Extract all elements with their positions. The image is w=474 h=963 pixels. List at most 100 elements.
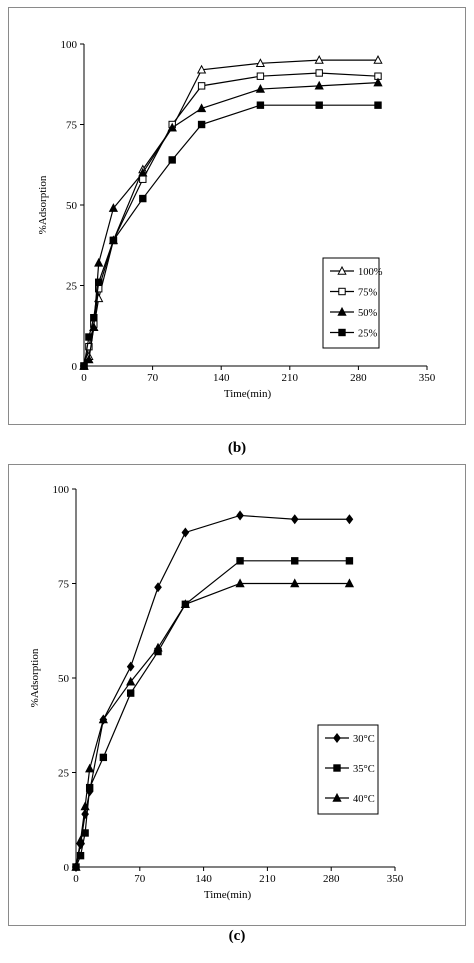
data-point	[291, 557, 299, 565]
data-point	[256, 101, 265, 109]
data-point	[196, 103, 207, 113]
data-point	[85, 783, 94, 792]
data-point	[256, 72, 265, 80]
data-point	[314, 55, 324, 64]
data-point	[85, 333, 93, 341]
x-tick-label: 280	[323, 873, 340, 885]
data-point	[138, 167, 148, 177]
data-point	[345, 514, 354, 525]
data-point	[75, 835, 86, 845]
data-point	[314, 80, 324, 90]
y-tick-label: 25	[58, 768, 70, 780]
x-tick-label: 210	[282, 372, 299, 384]
y-tick-label: 0	[72, 361, 78, 373]
legend-label: 100%	[358, 267, 383, 278]
legend-marker	[333, 764, 341, 772]
data-point	[84, 354, 94, 364]
legend-label: 40°C	[353, 794, 375, 805]
data-point	[126, 676, 136, 686]
legend-label: 35°C	[353, 764, 375, 775]
y-axis-title: %Adsorption	[37, 175, 49, 234]
y-tick-label: 50	[66, 200, 78, 212]
data-point	[126, 689, 135, 697]
legend-marker	[333, 732, 341, 744]
data-point	[80, 801, 90, 811]
data-point	[373, 55, 383, 64]
y-tick-label: 75	[66, 120, 78, 132]
data-point	[109, 236, 118, 245]
legend-entry: 30°C	[325, 732, 375, 745]
legend-entry: 100%	[330, 265, 383, 278]
legend-marker	[338, 328, 346, 337]
legend-entry: 75%	[330, 288, 378, 299]
data-point	[345, 557, 354, 565]
legend-label: 75%	[358, 288, 378, 299]
data-point	[154, 582, 162, 593]
legend-entry: 40°C	[325, 792, 375, 805]
legend-marker	[332, 792, 342, 802]
data-point	[168, 156, 176, 164]
data-point	[255, 84, 266, 93]
series-line	[75, 514, 350, 868]
data-point	[85, 342, 93, 351]
data-point	[126, 661, 135, 672]
y-tick-label: 75	[58, 579, 70, 591]
data-point	[236, 510, 244, 521]
x-tick-label: 70	[134, 873, 146, 885]
data-point	[85, 763, 95, 773]
data-point	[290, 514, 299, 525]
data-point	[373, 77, 383, 87]
panel-label-c: (c)	[228, 928, 246, 944]
data-point	[81, 829, 89, 837]
data-point	[167, 122, 177, 132]
data-point	[95, 278, 103, 286]
data-point	[344, 578, 355, 588]
x-tick-label: 0	[73, 873, 79, 885]
legend-box	[317, 724, 379, 815]
data-point	[181, 527, 190, 538]
data-point	[290, 578, 300, 588]
y-tick-label: 25	[66, 281, 78, 293]
series-2	[71, 578, 355, 871]
series-0	[72, 510, 354, 873]
y-tick-label: 0	[64, 862, 70, 874]
legend-entry: 35°C	[325, 764, 375, 775]
data-point	[236, 557, 244, 565]
x-tick-label: 140	[213, 372, 230, 384]
data-point	[139, 194, 147, 203]
data-point	[153, 642, 163, 652]
series-1	[72, 557, 354, 871]
legend-marker	[337, 306, 347, 316]
data-point	[315, 69, 323, 77]
x-tick-label: 0	[81, 372, 87, 384]
x-tick-label: 350	[419, 372, 436, 384]
x-tick-label: 70	[147, 372, 159, 384]
legend-label: 50%	[358, 308, 378, 319]
data-point	[315, 101, 323, 109]
data-point	[99, 753, 108, 762]
data-point	[71, 861, 81, 871]
legend-entry: 50%	[330, 306, 378, 319]
data-point	[197, 82, 206, 90]
data-point	[80, 362, 88, 370]
x-tick-label: 280	[350, 372, 367, 384]
y-tick-label: 100	[61, 39, 78, 51]
data-point	[197, 120, 206, 129]
data-point	[196, 64, 207, 74]
data-point	[255, 58, 266, 68]
x-tick-label: 210	[259, 873, 276, 885]
x-axis-title: Time(min)	[204, 889, 252, 901]
data-point	[98, 714, 108, 724]
legend-entry: 25%	[330, 329, 378, 340]
data-point	[94, 257, 104, 267]
y-tick-label: 50	[58, 673, 70, 685]
x-tick-label: 140	[195, 873, 212, 885]
legend-marker	[338, 287, 346, 296]
series-3	[80, 101, 382, 370]
data-point	[90, 314, 98, 322]
y-tick-label: 100	[53, 484, 70, 496]
chart-frame-c	[8, 464, 466, 926]
y-axis-title: %Adsorption	[29, 648, 41, 707]
